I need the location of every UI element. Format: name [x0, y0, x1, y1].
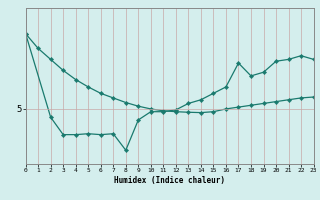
- X-axis label: Humidex (Indice chaleur): Humidex (Indice chaleur): [114, 176, 225, 185]
